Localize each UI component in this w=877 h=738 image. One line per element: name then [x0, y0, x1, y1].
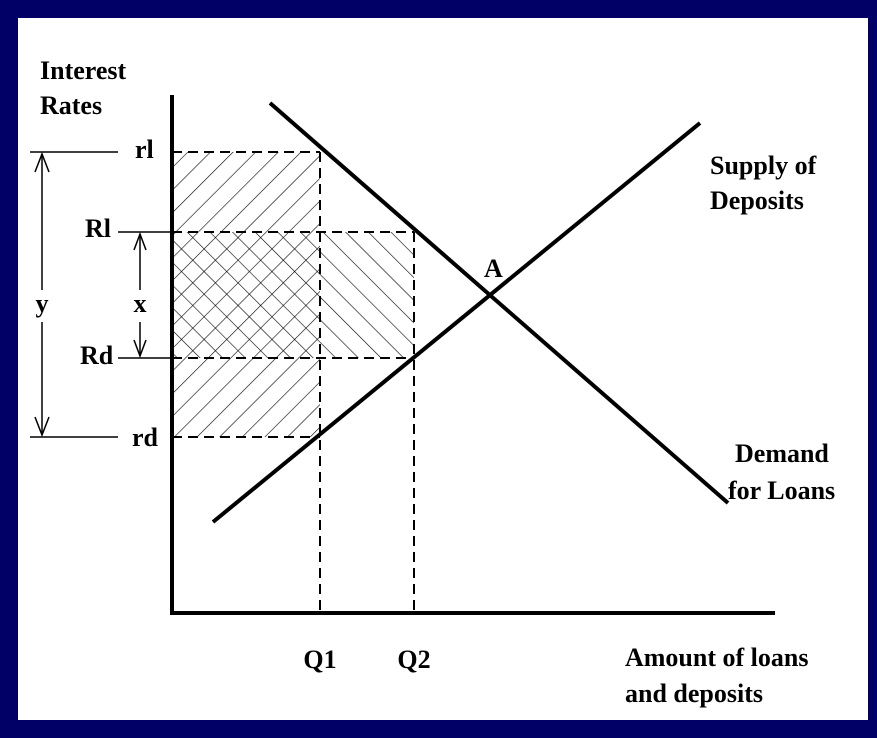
level-label: rd — [132, 423, 159, 452]
curve-label: Deposits — [710, 186, 804, 215]
arrowhead — [133, 231, 147, 251]
curve-label: for Loans — [728, 476, 835, 505]
curve-label: Supply of — [710, 151, 817, 180]
y-axis-title: Interest — [40, 56, 127, 85]
level-label: rl — [135, 135, 154, 164]
quantity-label: Q1 — [303, 645, 336, 674]
spread-label: x — [134, 289, 147, 318]
arrowhead — [34, 151, 50, 173]
curve-label: Demand — [735, 439, 829, 468]
demand-curve — [268, 101, 730, 505]
hatch-x — [172, 232, 414, 358]
arrowhead — [133, 339, 147, 359]
x-axis-title: and deposits — [625, 679, 763, 708]
x-axis-title: Amount of loans — [625, 643, 808, 672]
arrowhead — [34, 416, 50, 438]
canvas — [18, 18, 868, 720]
spread-label: y — [36, 289, 49, 318]
quantity-label: Q2 — [397, 645, 430, 674]
level-label: Rl — [85, 214, 111, 243]
supply-curve — [211, 121, 702, 524]
level-label: Rd — [80, 341, 114, 370]
y-axis-title: Rates — [40, 91, 102, 120]
equilibrium-label: A — [484, 254, 503, 283]
